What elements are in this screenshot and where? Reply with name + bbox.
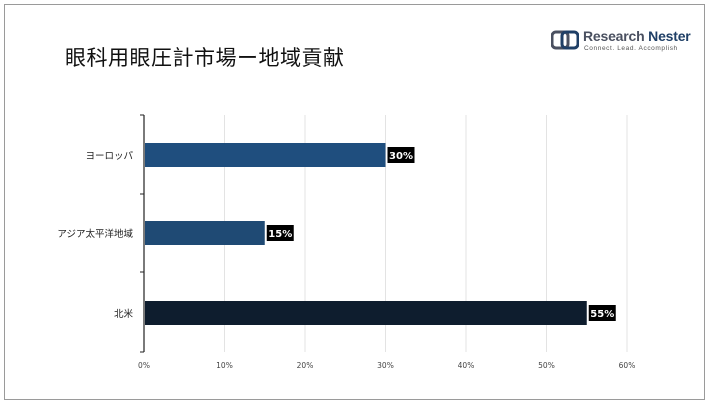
x-tick-label: 40%: [458, 361, 475, 370]
category-label: ヨーロッパ: [85, 151, 133, 162]
x-tick-label: 50%: [538, 361, 555, 370]
data-label-box: [588, 305, 616, 321]
x-tick-label: 20%: [297, 361, 314, 370]
logo-mark-icon: [551, 30, 579, 50]
category-label: 北米: [114, 308, 134, 320]
data-label-box: [266, 225, 294, 241]
logo-tagline: Connect. Lead. Accomplish: [584, 45, 678, 52]
bar: [145, 301, 587, 325]
data-label: 55%: [590, 309, 614, 320]
logo-name: Research Nester: [583, 28, 691, 44]
x-tick-label: 60%: [619, 361, 636, 370]
bar: [145, 221, 265, 245]
x-tick-label: 10%: [216, 361, 233, 370]
logo-name-research: Research: [583, 28, 645, 44]
x-tick-label: 30%: [377, 361, 394, 370]
slide-frame: [4, 4, 705, 400]
x-tick-label: 0%: [138, 361, 150, 370]
data-label-box: [387, 147, 415, 163]
bar: [145, 143, 386, 167]
logo-name-nester: Nester: [648, 28, 691, 44]
data-label: 15%: [268, 229, 292, 240]
category-label: アジア太平洋地域: [57, 228, 133, 240]
chart-title: 眼科用眼圧計市場ー地域貢献: [65, 46, 345, 70]
research-nester-logo: Research Nester Connect. Lead. Accomplis…: [551, 28, 691, 54]
data-label: 30%: [389, 151, 413, 162]
